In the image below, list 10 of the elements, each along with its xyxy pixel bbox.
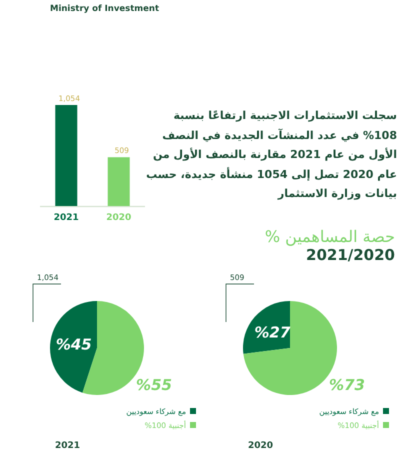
chart-title: حصة المساهمين % bbox=[264, 227, 395, 246]
data-label: %45 bbox=[56, 335, 92, 354]
data-label: %27 bbox=[254, 323, 291, 342]
text: 2020 bbox=[248, 441, 274, 451]
text: Ministry of Investment bbox=[50, 4, 160, 14]
chart-subtitle: 2021/2020 bbox=[306, 246, 395, 264]
data-label: %55 bbox=[136, 376, 172, 394]
data-label: %73 bbox=[329, 376, 365, 394]
text: 2021 bbox=[55, 441, 80, 451]
text: سجلت الاستثمارات الاجنبية ارتفاعًا بنسبة 108% في عدد المنشآت الجديدة في النصف الأول من عام 2021 مقارنة بالنصف الأول من عام 2020 تصل إلى 1054 منشأة جديدة، حسب بيانات وزارة الاستثمار bbox=[145, 108, 397, 202]
